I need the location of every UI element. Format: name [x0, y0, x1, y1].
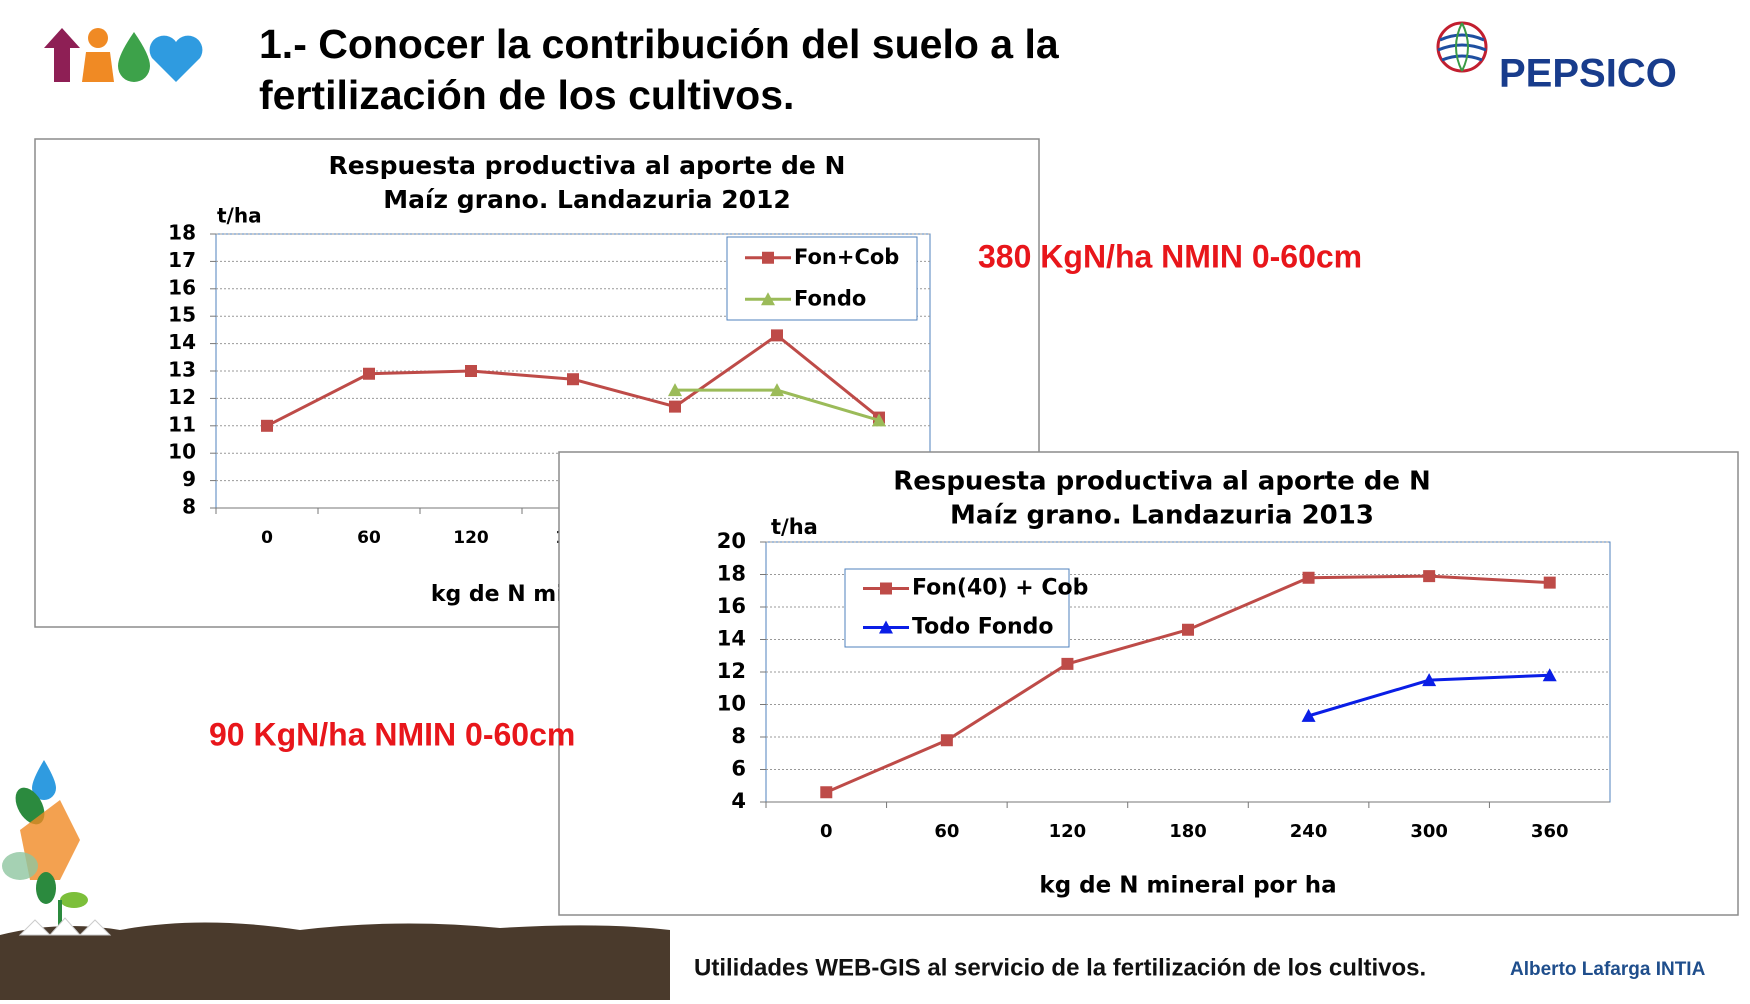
x-axis-label: kg de N mineral por ha [1039, 873, 1336, 899]
legend-label: Todo Fondo [912, 615, 1054, 640]
slide-title: fertilización de los cultivos. [259, 72, 794, 118]
x-tick-label: 120 [453, 528, 489, 548]
chart-title: Respuesta productiva al aporte de N [329, 151, 846, 180]
y-tick-label: 18 [717, 562, 746, 586]
footer: Utilidades WEB-GIS al servicio de la fer… [694, 954, 1426, 981]
soil [0, 922, 670, 1000]
annotation: 90 KgN/ha NMIN 0-60cm [209, 716, 575, 752]
y-tick-label: 20 [717, 529, 746, 553]
marker [771, 329, 783, 342]
legend-label: Fondo [794, 286, 866, 310]
y-tick-label: 13 [168, 358, 196, 382]
logo-icons [44, 28, 203, 82]
y-tick-label: 4 [731, 789, 746, 813]
legend-marker [762, 251, 774, 264]
y-tick-label: 15 [168, 303, 196, 327]
x-tick-label: 60 [357, 528, 381, 548]
marker [940, 734, 953, 747]
y-tick-label: 10 [717, 692, 746, 716]
author: Alberto Lafarga INTIA [1510, 959, 1706, 980]
marker [1301, 708, 1316, 722]
x-tick-label: 360 [1531, 821, 1569, 842]
y-tick-label: 9 [182, 467, 196, 491]
marker [872, 413, 886, 427]
y-tick-label: 8 [731, 724, 746, 748]
marker [465, 365, 477, 377]
legend-marker [880, 582, 892, 595]
slide-title: 1.- Conocer la contribución del suelo a … [259, 21, 1060, 67]
y-tick-label: 6 [731, 757, 746, 781]
y-tick-label: 12 [717, 659, 746, 683]
marker [669, 400, 681, 413]
marker [668, 383, 682, 397]
x-tick-label: 0 [820, 821, 833, 842]
brand-logo: PEPSICO [1499, 52, 1677, 96]
chart-panel: Respuesta productiva al aporte de N Maíz … [558, 451, 1739, 916]
chart-title: Respuesta productiva al aporte de N [893, 467, 1431, 497]
marker [567, 373, 579, 386]
y-tick-label: 14 [168, 330, 196, 354]
pepsi-globe [1436, 21, 1488, 73]
chart-panel: Respuesta productiva al aporte de N Maíz … [34, 138, 1040, 628]
marker [770, 383, 784, 397]
y-tick-label: 14 [717, 627, 746, 651]
marker [1543, 576, 1556, 589]
x-tick-label: 240 [1290, 821, 1328, 842]
marker [363, 367, 375, 380]
legend-label: Fon+Cob [794, 245, 899, 269]
plant-icon [2, 760, 88, 935]
marker [261, 419, 273, 432]
x-tick-label: 0 [261, 528, 273, 548]
marker [1182, 623, 1194, 636]
y-tick-label: 12 [168, 385, 196, 409]
flower [18, 917, 112, 936]
marker [1422, 673, 1437, 687]
x-tick-label: 180 [1169, 821, 1207, 842]
y-tick-label: 17 [168, 248, 196, 272]
y-tick-label: 11 [168, 412, 196, 436]
y-tick-label: 18 [168, 221, 196, 245]
legend-box [726, 236, 918, 321]
y-tick-label: 8 [182, 495, 196, 519]
legend-marker [761, 292, 775, 306]
marker [1302, 571, 1315, 584]
marker [1061, 657, 1074, 670]
legend-label: Fon(40) + Cob [912, 576, 1088, 601]
x-tick-label: 60 [934, 821, 959, 842]
marker [1542, 668, 1557, 682]
x-tick-label: 300 [1410, 821, 1448, 842]
chart-subtitle: Maíz grano. Landazuria 2012 [383, 185, 791, 214]
annotation: 380 KgN/ha NMIN 0-60cm [978, 238, 1362, 274]
y-tick-label: 16 [168, 275, 196, 299]
legend-marker [879, 620, 893, 634]
y-tick-label: 16 [717, 594, 746, 618]
y-axis-label: t/ha [217, 204, 262, 228]
marker [1423, 570, 1436, 583]
panel-background [558, 451, 1739, 916]
marker [820, 786, 833, 799]
y-tick-label: 10 [168, 440, 196, 464]
chart-subtitle: Maíz grano. Landazuria 2013 [950, 501, 1374, 531]
y-axis-label: t/ha [771, 515, 818, 539]
legend-box [844, 568, 1070, 648]
x-tick-label: 120 [1049, 821, 1087, 842]
